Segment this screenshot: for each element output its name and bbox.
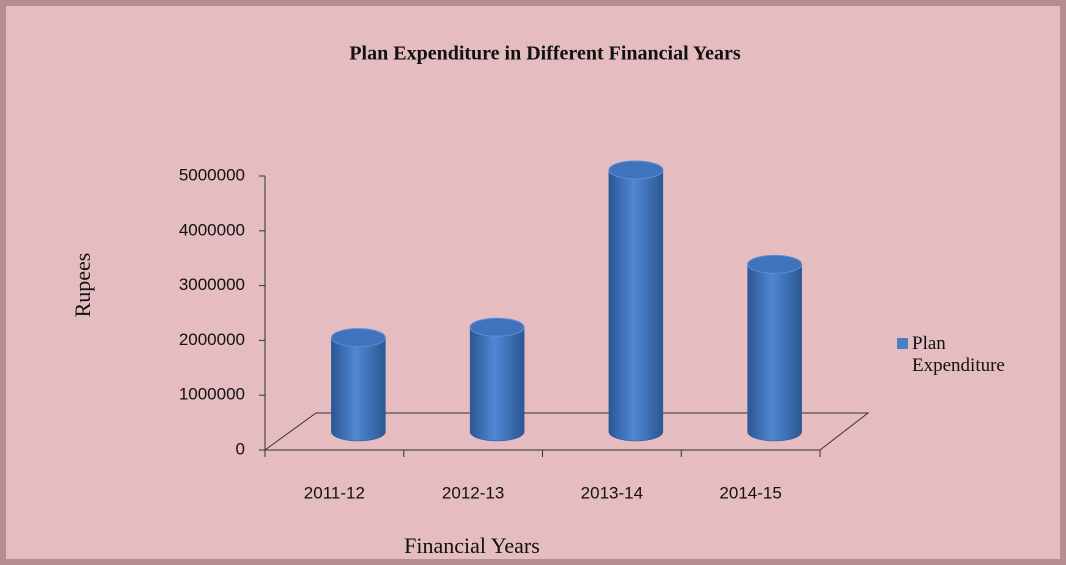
- y-tick-label: 3000000: [179, 275, 245, 294]
- x-axis-title: Financial Years: [404, 533, 540, 558]
- x-tick-label: 2014-15: [719, 483, 781, 502]
- y-tick-label: 5000000: [179, 165, 245, 184]
- x-tick-label: 2013-14: [581, 483, 643, 502]
- y-tick-label: 0: [236, 439, 245, 458]
- y-axis-title: Rupees: [70, 253, 95, 318]
- bar-top: [469, 317, 525, 337]
- bar: [608, 169, 664, 442]
- bar: [747, 264, 802, 442]
- bar: [331, 337, 386, 442]
- bar-top: [608, 160, 664, 180]
- y-tick-label: 4000000: [179, 220, 245, 239]
- floor: [263, 412, 870, 451]
- bar-top: [747, 254, 803, 274]
- bar: [469, 326, 525, 442]
- legend-swatch: [897, 338, 908, 349]
- bar-top: [330, 328, 386, 348]
- x-tick-label: 2011-12: [304, 483, 365, 502]
- chart-title: Plan Expenditure in Different Financial …: [349, 43, 741, 65]
- x-tick-label: 2012-13: [442, 483, 504, 502]
- y-tick-label: 1000000: [179, 385, 245, 404]
- legend-label: Plan Expenditure: [912, 333, 1005, 376]
- y-tick-label: 2000000: [179, 330, 245, 349]
- legend: Plan Expenditure: [897, 333, 1047, 377]
